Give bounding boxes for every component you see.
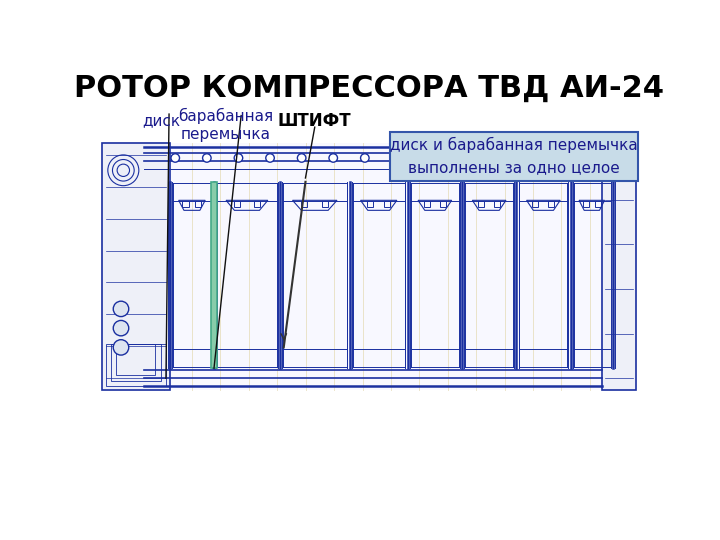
Circle shape	[113, 301, 129, 316]
Circle shape	[297, 154, 306, 162]
Circle shape	[266, 154, 274, 162]
Bar	[182, 201, 189, 207]
Bar	[384, 201, 390, 207]
Circle shape	[329, 154, 338, 162]
Bar	[478, 201, 485, 207]
Circle shape	[234, 154, 243, 162]
Text: диск: диск	[143, 113, 181, 128]
Circle shape	[424, 154, 432, 162]
Text: барабанная
перемычка: барабанная перемычка	[178, 108, 273, 141]
Circle shape	[550, 154, 559, 162]
Bar	[601, 143, 636, 390]
Circle shape	[113, 340, 129, 355]
Bar	[582, 201, 589, 207]
Bar	[111, 343, 161, 381]
Circle shape	[487, 154, 495, 162]
Circle shape	[518, 154, 527, 162]
Circle shape	[392, 154, 401, 162]
Circle shape	[113, 320, 129, 336]
Circle shape	[455, 154, 464, 162]
Text: диск и барабанная перемычка
выполнены за одно целое: диск и барабанная перемычка выполнены за…	[390, 137, 638, 176]
Bar	[211, 182, 217, 368]
Bar	[102, 143, 170, 390]
Bar	[323, 201, 328, 207]
Bar	[494, 201, 500, 207]
Circle shape	[171, 154, 179, 162]
Circle shape	[361, 154, 369, 162]
Bar	[102, 143, 636, 390]
Text: РОТОР КОМПРЕССОРА ТВД АИ-24: РОТОР КОМПРЕССОРА ТВД АИ-24	[74, 73, 664, 103]
Bar	[253, 201, 260, 207]
Text: ШТИФТ: ШТИФТ	[278, 112, 351, 130]
Circle shape	[582, 154, 590, 162]
Bar	[424, 201, 430, 207]
Bar	[195, 201, 202, 207]
Bar	[549, 201, 554, 207]
Bar	[106, 343, 166, 386]
Bar	[595, 201, 601, 207]
Bar	[440, 201, 446, 207]
FancyBboxPatch shape	[390, 132, 638, 181]
Bar	[367, 201, 373, 207]
Bar	[301, 201, 307, 207]
Bar	[234, 201, 240, 207]
Bar	[117, 343, 155, 375]
Bar	[532, 201, 539, 207]
Circle shape	[202, 154, 211, 162]
